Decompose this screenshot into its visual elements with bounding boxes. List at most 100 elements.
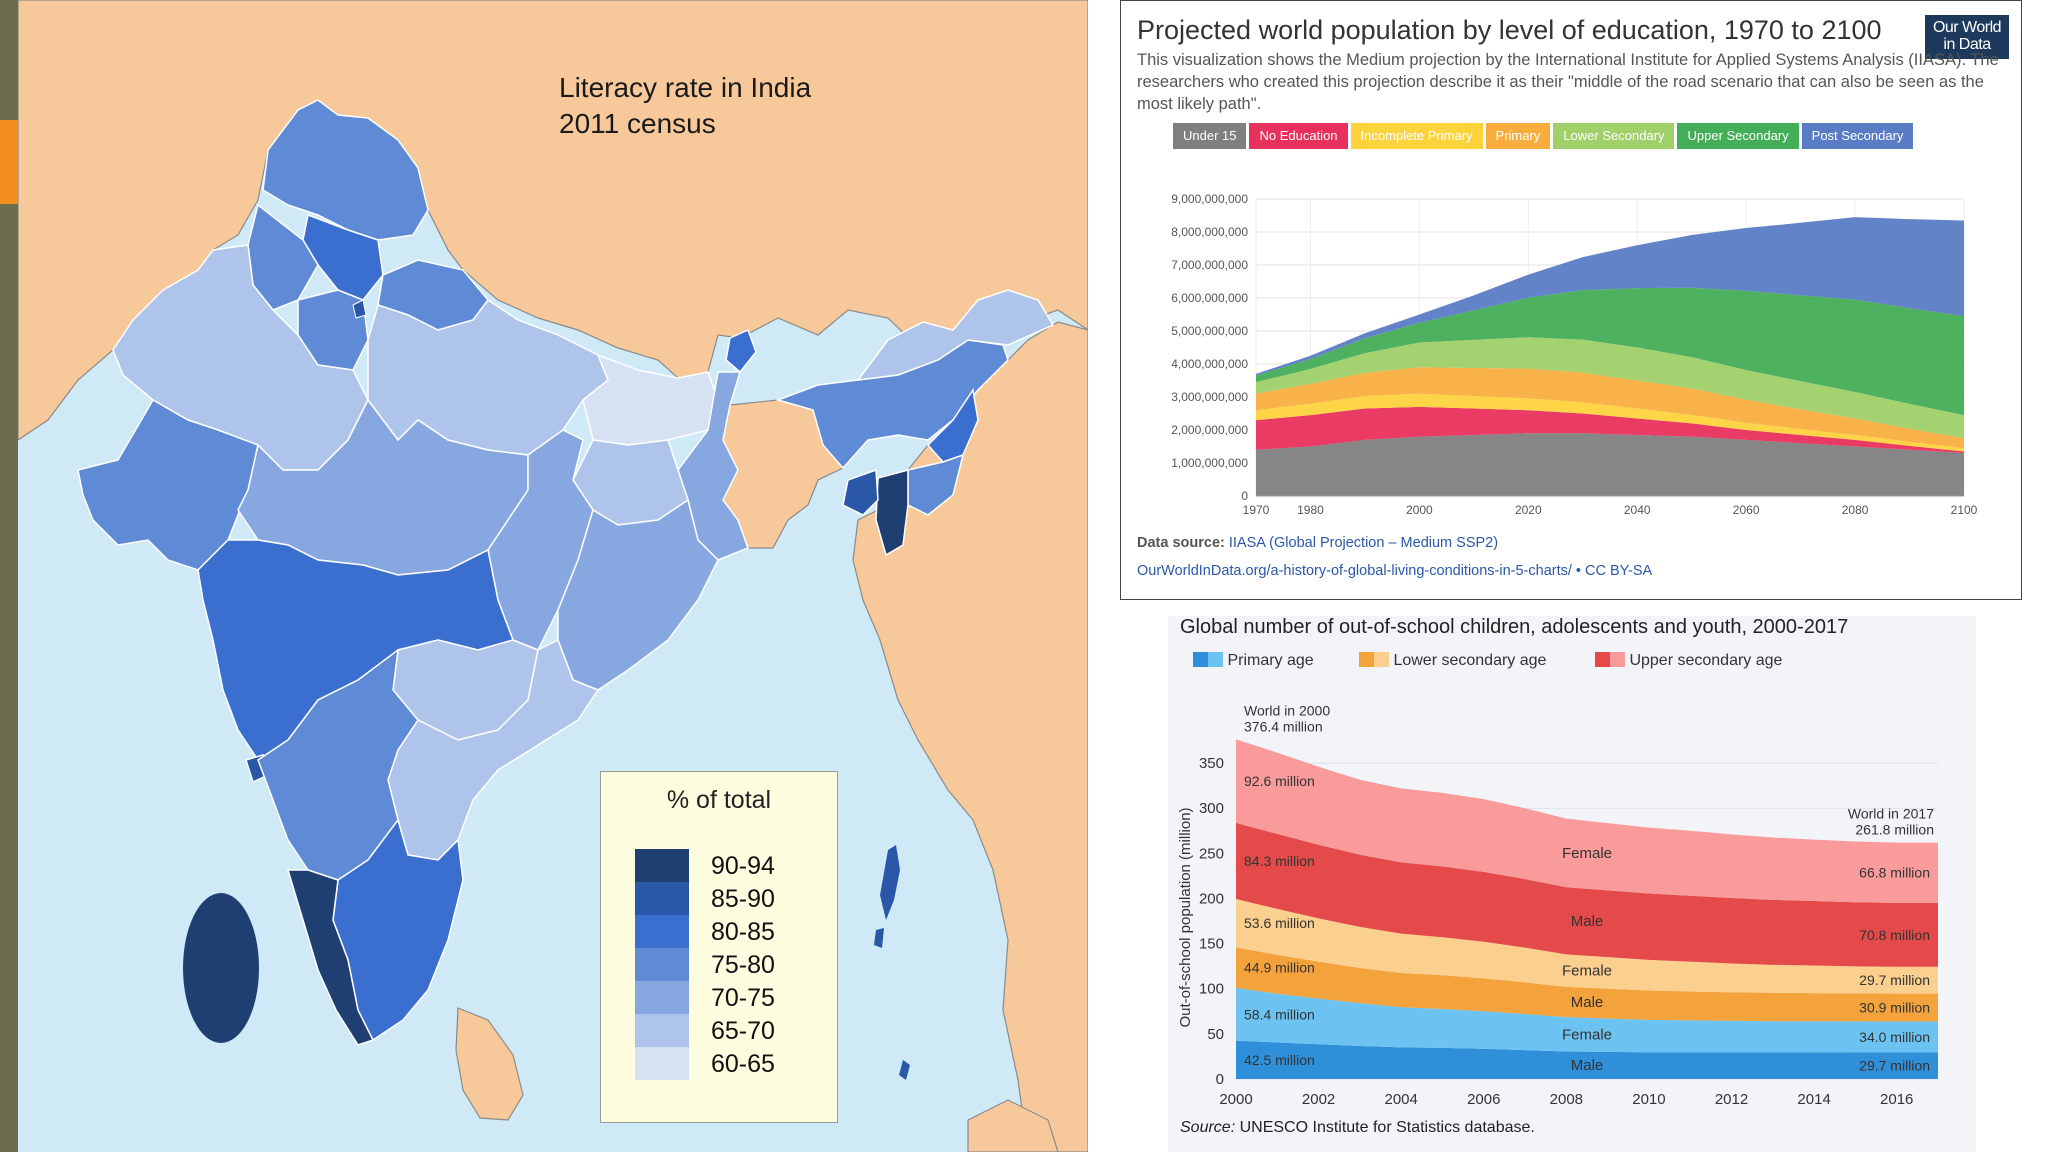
oos-y-tick-label: 200 (1199, 890, 1224, 907)
edu-x-tick-label: 2020 (1515, 503, 1542, 517)
oos-y-tick-label: 350 (1199, 755, 1224, 772)
slide-accent-bar (0, 120, 18, 204)
state-tripura (842, 468, 879, 516)
legend-label: 65-70 (711, 1017, 775, 1045)
edu-x-tick-label: 2060 (1733, 503, 1760, 517)
oos-x-tick-label: 2016 (1880, 1091, 1913, 1108)
education-projection-panel: Projected world population by level of e… (1120, 0, 2022, 600)
oos-end-label: 70.8 million (1859, 927, 1930, 943)
oos-start-label: 92.6 million (1244, 773, 1315, 789)
map-legend: % of total 90-94 85-90 80-85 75-80 70-75 65-7… (600, 771, 838, 1123)
oos-legend-item[interactable]: Upper secondary age (1595, 652, 1782, 670)
edu-x-tick-label: 2080 (1842, 503, 1869, 517)
edu-area-chart: 0 1,000,000,000 2,000,000,000 3,000,000,000… (1171, 192, 1977, 517)
edu-chart-legend: Under 15 No Education Incomplete Primary Pr… (1173, 123, 1914, 149)
oos-start-label: 58.4 million (1244, 1006, 1315, 1022)
edu-y-tick-label: 2,000,000,000 (1171, 423, 1248, 437)
oos-y-tick-label: 0 (1216, 1071, 1224, 1088)
oos-annotation-2000: World in 2000 (1244, 702, 1330, 718)
oos-area-chart: 0 50 100 150 200 250 300 350 2000 2002 2004 2006 200… (1177, 702, 1938, 1108)
legend-swatch (635, 882, 689, 915)
edu-y-tick-label: 5,000,000,000 (1171, 324, 1248, 338)
edu-legend-item[interactable]: No Education (1249, 123, 1348, 149)
state-odisha (557, 498, 719, 691)
oos-x-tick-label: 2008 (1550, 1091, 1583, 1108)
oos-start-label: 42.5 million (1244, 1052, 1315, 1068)
oos-y-tick-label: 150 (1199, 936, 1224, 953)
edu-y-tick-label: 4,000,000,000 (1171, 357, 1248, 371)
edu-legend-item[interactable]: Post Secondary (1801, 123, 1914, 149)
oos-area-series (1236, 947, 1938, 1022)
edu-area-series (1256, 337, 1964, 439)
edu-legend-item[interactable]: Upper Secondary (1677, 123, 1799, 149)
oos-source-text: UNESCO Institute for Statistics database… (1239, 1119, 1535, 1136)
edu-y-tick-label: 6,000,000,000 (1171, 291, 1248, 305)
legend-label: 80-85 (711, 918, 775, 946)
oos-data-source: Source: UNESCO Institute for Statistics … (1180, 1119, 1535, 1137)
edu-area-series (1256, 406, 1964, 454)
map-title-line1: Literacy rate in India (559, 72, 812, 103)
oos-legend-swatch (1193, 652, 1223, 667)
oos-sex-label: Male (1571, 994, 1604, 1011)
oos-end-label: 29.7 million (1859, 972, 1930, 988)
edu-x-tick-label: 2040 (1624, 503, 1651, 517)
oos-legend-swatch (1595, 652, 1625, 667)
andaman-islands (874, 845, 910, 1080)
state-delhi (352, 299, 367, 319)
literacy-map-panel: Literacy rate in India 2011 census % of … (18, 0, 1088, 1152)
oos-legend-item[interactable]: Lower secondary age (1359, 652, 1546, 670)
out-of-school-panel: Global number of out-of-school children,… (1168, 616, 1976, 1152)
edu-source-label: Data source: (1137, 535, 1225, 551)
oos-x-tick-label: 2004 (1384, 1091, 1417, 1108)
edu-data-source: Data source: IIASA (Global Projection – … (1137, 535, 1498, 551)
oos-area-series (1236, 899, 1938, 994)
oos-x-tick-label: 2000 (1219, 1091, 1252, 1108)
oos-area-series (1236, 739, 1938, 903)
legend-swatch (635, 1047, 689, 1080)
land-srilanka (455, 1007, 524, 1121)
edu-x-tick-label: 2000 (1406, 503, 1433, 517)
oos-end-label: 34.0 million (1859, 1029, 1930, 1045)
edu-y-tick-label: 9,000,000,000 (1171, 192, 1248, 206)
legend-swatch (635, 981, 689, 1014)
map-legend-title: % of total (666, 786, 772, 814)
edu-area-series (1256, 433, 1964, 496)
oos-sex-label: Male (1571, 913, 1604, 930)
state-sikkim (725, 328, 757, 374)
legend-swatch (635, 1014, 689, 1047)
edu-chart-title: Projected world population by level of e… (1137, 15, 1882, 45)
oos-sex-label: Female (1562, 963, 1612, 980)
edu-area-series (1256, 287, 1964, 416)
edu-y-tick-label: 3,000,000,000 (1171, 390, 1248, 404)
oos-annotation-2000: 376.4 million (1244, 718, 1323, 734)
edu-legend-item[interactable]: Under 15 (1173, 123, 1247, 149)
oos-annotation-2017: 261.8 million (1855, 822, 1934, 838)
lakshadweep-oval (183, 893, 259, 1043)
state-kerala (286, 869, 375, 1046)
state-bihar (582, 353, 719, 446)
legend-swatch (635, 849, 689, 882)
oos-legend-label: Lower secondary age (1389, 652, 1547, 669)
owid-logo-line2: in Data (1943, 36, 1991, 53)
edu-url-link[interactable]: OurWorldInData.org/a-history-of-global-l… (1137, 563, 1653, 579)
oos-chart-title: Global number of out-of-school children,… (1180, 616, 1849, 638)
owid-logo-line1: Our World (1932, 19, 2002, 36)
legend-label: 70-75 (711, 984, 775, 1012)
oos-annotation-2017: World in 2017 (1848, 806, 1934, 822)
oos-y-tick-label: 50 (1207, 1026, 1224, 1043)
edu-y-tick-label: 7,000,000,000 (1171, 258, 1248, 272)
legend-label: 85-90 (711, 885, 775, 913)
oos-end-label: 30.9 million (1859, 1000, 1930, 1016)
edu-legend-item[interactable]: Lower Secondary (1553, 123, 1675, 149)
edu-chart-description: This visualization shows the Medium proj… (1137, 51, 1999, 113)
oos-x-tick-label: 2012 (1715, 1091, 1748, 1108)
edu-source-link[interactable]: IIASA (Global Projection – Medium SSP2) (1228, 535, 1499, 551)
oos-legend-item[interactable]: Primary age (1193, 652, 1314, 670)
edu-y-tick-label: 1,000,000,000 (1171, 456, 1248, 470)
state-chhattisgarh (487, 429, 594, 651)
oos-sex-label: Male (1571, 1057, 1604, 1074)
edu-legend-item[interactable]: Incomplete Primary (1350, 123, 1483, 149)
oos-x-tick-label: 2010 (1632, 1091, 1665, 1108)
edu-legend-item[interactable]: Primary (1485, 123, 1551, 149)
oos-y-tick-label: 250 (1199, 845, 1224, 862)
